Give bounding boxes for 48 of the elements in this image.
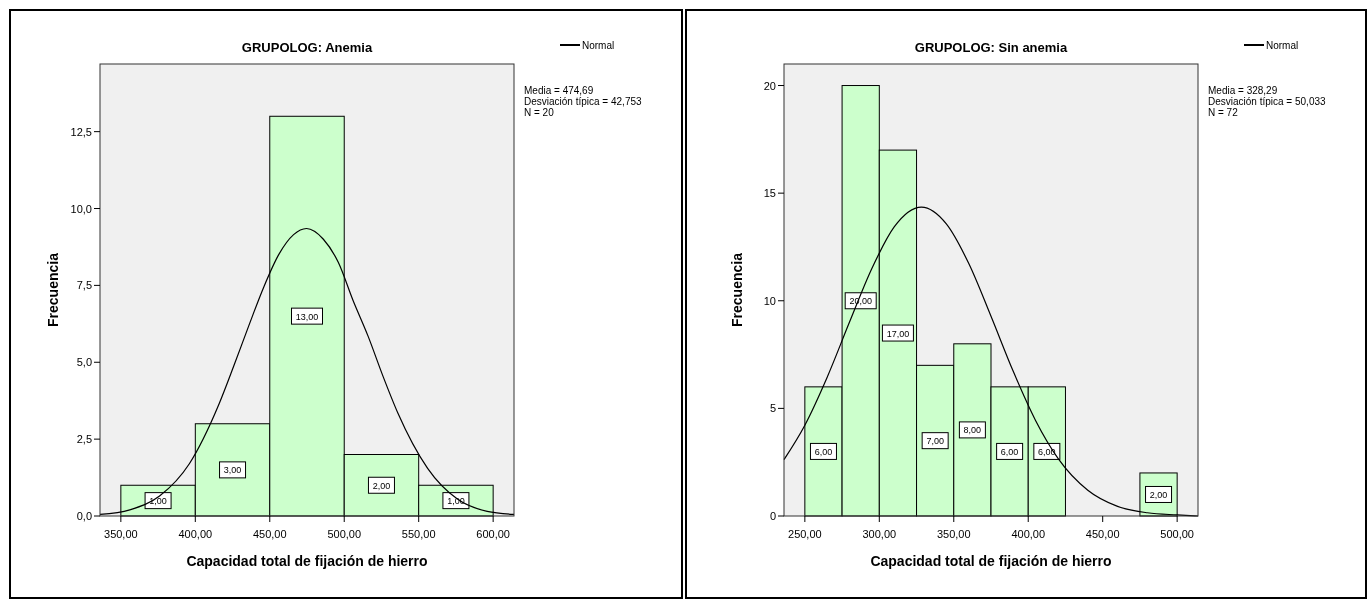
x-tick-label: 350,00 xyxy=(936,528,971,540)
data-label: 3,00 xyxy=(223,465,242,476)
x-tick-label: 350,00 xyxy=(104,528,138,540)
chart-title: GRUPOLOG: Anemia xyxy=(241,40,373,55)
y-tick-label: 0 xyxy=(769,510,776,522)
y-tick-label: 10,0 xyxy=(70,202,92,215)
data-label: 6,00 xyxy=(1000,446,1019,457)
data-label: 7,00 xyxy=(926,436,944,447)
text: Media = 328,29 xyxy=(1208,85,1278,96)
y-tick-label: 5 xyxy=(769,402,776,415)
y-tick-label: 0,0 xyxy=(76,510,92,522)
y-tick-label: 12,5 xyxy=(70,125,92,138)
chart-title: GRUPOLOG: Sin anemia xyxy=(914,40,1068,55)
y-tick-label: 2,5 xyxy=(76,433,92,446)
data-label: 8,00 xyxy=(963,425,982,436)
x-tick-label: 600,00 xyxy=(476,528,510,540)
data-label: 2,00 xyxy=(372,480,391,491)
text: N = 72 xyxy=(1208,107,1239,118)
y-tick-label: 15 xyxy=(763,187,776,200)
y-tick-label: 10 xyxy=(763,294,776,307)
data-label: 13,00 xyxy=(295,311,319,322)
x-tick-label: 250,00 xyxy=(788,528,822,540)
data-label: 2,00 xyxy=(1149,489,1168,500)
data-label: 1,00 xyxy=(149,496,167,507)
x-tick-label: 500,00 xyxy=(1160,528,1194,540)
data-label: 17,00 xyxy=(886,328,910,339)
x-axis-title: Capacidad total de fijación de hierro xyxy=(186,553,428,569)
text: N = 20 xyxy=(524,107,555,118)
x-tick-label: 300,00 xyxy=(862,528,897,540)
data-label: 6,00 xyxy=(1038,446,1056,457)
x-tick-label: 400,00 xyxy=(178,528,213,540)
x-tick-label: 400,00 xyxy=(1011,528,1046,540)
x-tick-label: 450,00 xyxy=(252,528,287,540)
x-tick-label: 550,00 xyxy=(401,528,436,540)
y-axis-title: Frecuencia xyxy=(729,252,745,327)
y-tick-label: 20 xyxy=(763,79,776,92)
legend-label: Normal xyxy=(1266,40,1299,51)
y-axis-title: Frecuencia xyxy=(45,252,61,327)
x-tick-label: 500,00 xyxy=(327,528,362,540)
legend-label: Normal xyxy=(582,40,615,51)
data-label: 6,00 xyxy=(814,446,833,457)
y-tick-label: 5,0 xyxy=(76,356,92,369)
text: Media = 474,69 xyxy=(524,85,594,96)
x-axis-title: Capacidad total de fijación de hierro xyxy=(870,553,1112,569)
x-tick-label: 450,00 xyxy=(1085,528,1120,540)
text: Desviación típica = 42,753 xyxy=(524,96,643,107)
y-tick-label: 7,5 xyxy=(76,279,92,292)
text: Desviación típica = 50,033 xyxy=(1208,96,1327,107)
